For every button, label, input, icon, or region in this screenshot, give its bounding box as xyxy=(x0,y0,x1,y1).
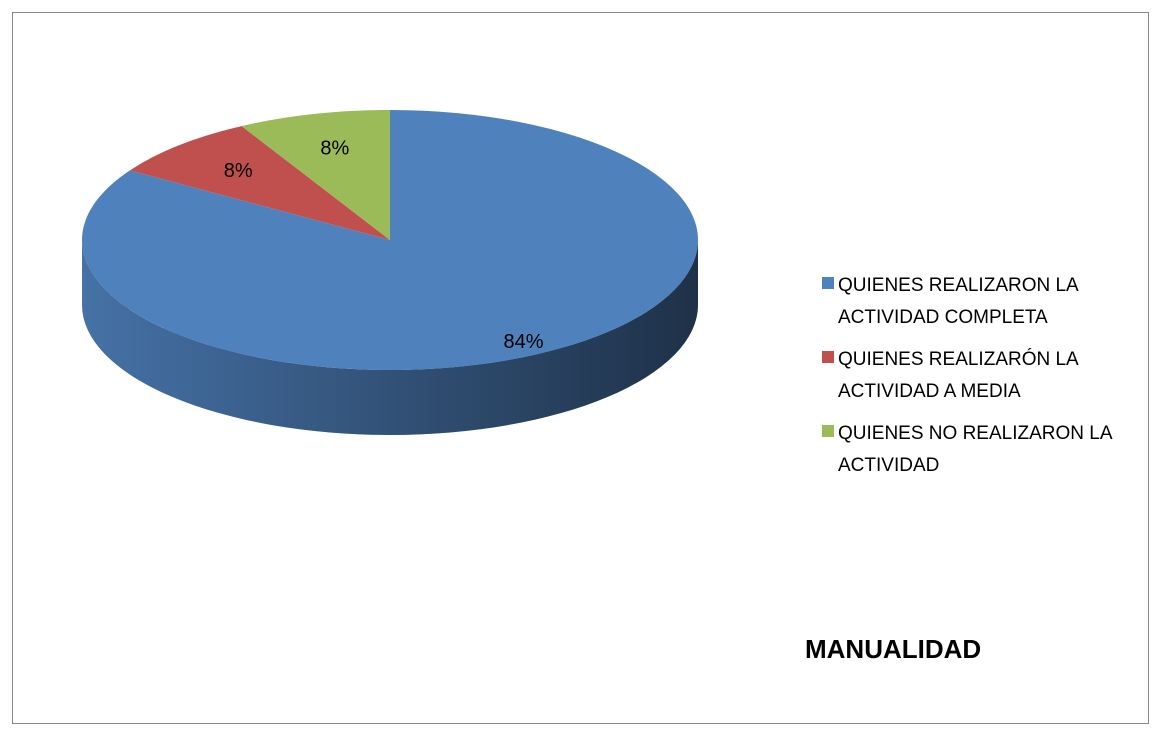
data-label: 8% xyxy=(320,138,349,160)
chart-border xyxy=(12,12,1149,724)
legend-item: QUIENES NO REALIZARON LA ACTIVIDAD xyxy=(822,418,1152,482)
data-label: 84% xyxy=(504,331,544,353)
legend: QUIENES REALIZARON LA ACTIVIDAD COMPLETA… xyxy=(822,270,1152,492)
legend-item: QUIENES REALIZARÓN LA ACTIVIDAD A MEDIA xyxy=(822,344,1152,408)
pie-side-shade xyxy=(82,240,698,435)
legend-swatch xyxy=(822,277,834,289)
pie-slice xyxy=(129,126,390,240)
pie-slice xyxy=(241,110,390,240)
data-label: 8% xyxy=(224,160,253,182)
chart-title: MANUALIDAD xyxy=(805,634,982,664)
legend-swatch xyxy=(822,351,834,363)
legend-label: QUIENES REALIZARON LA ACTIVIDAD COMPLETA xyxy=(838,275,1078,328)
legend-item: QUIENES REALIZARON LA ACTIVIDAD COMPLETA xyxy=(822,270,1152,334)
legend-swatch xyxy=(822,425,834,437)
legend-label: QUIENES NO REALIZARON LA ACTIVIDAD xyxy=(838,423,1112,476)
legend-label: QUIENES REALIZARÓN LA ACTIVIDAD A MEDIA xyxy=(838,349,1078,402)
